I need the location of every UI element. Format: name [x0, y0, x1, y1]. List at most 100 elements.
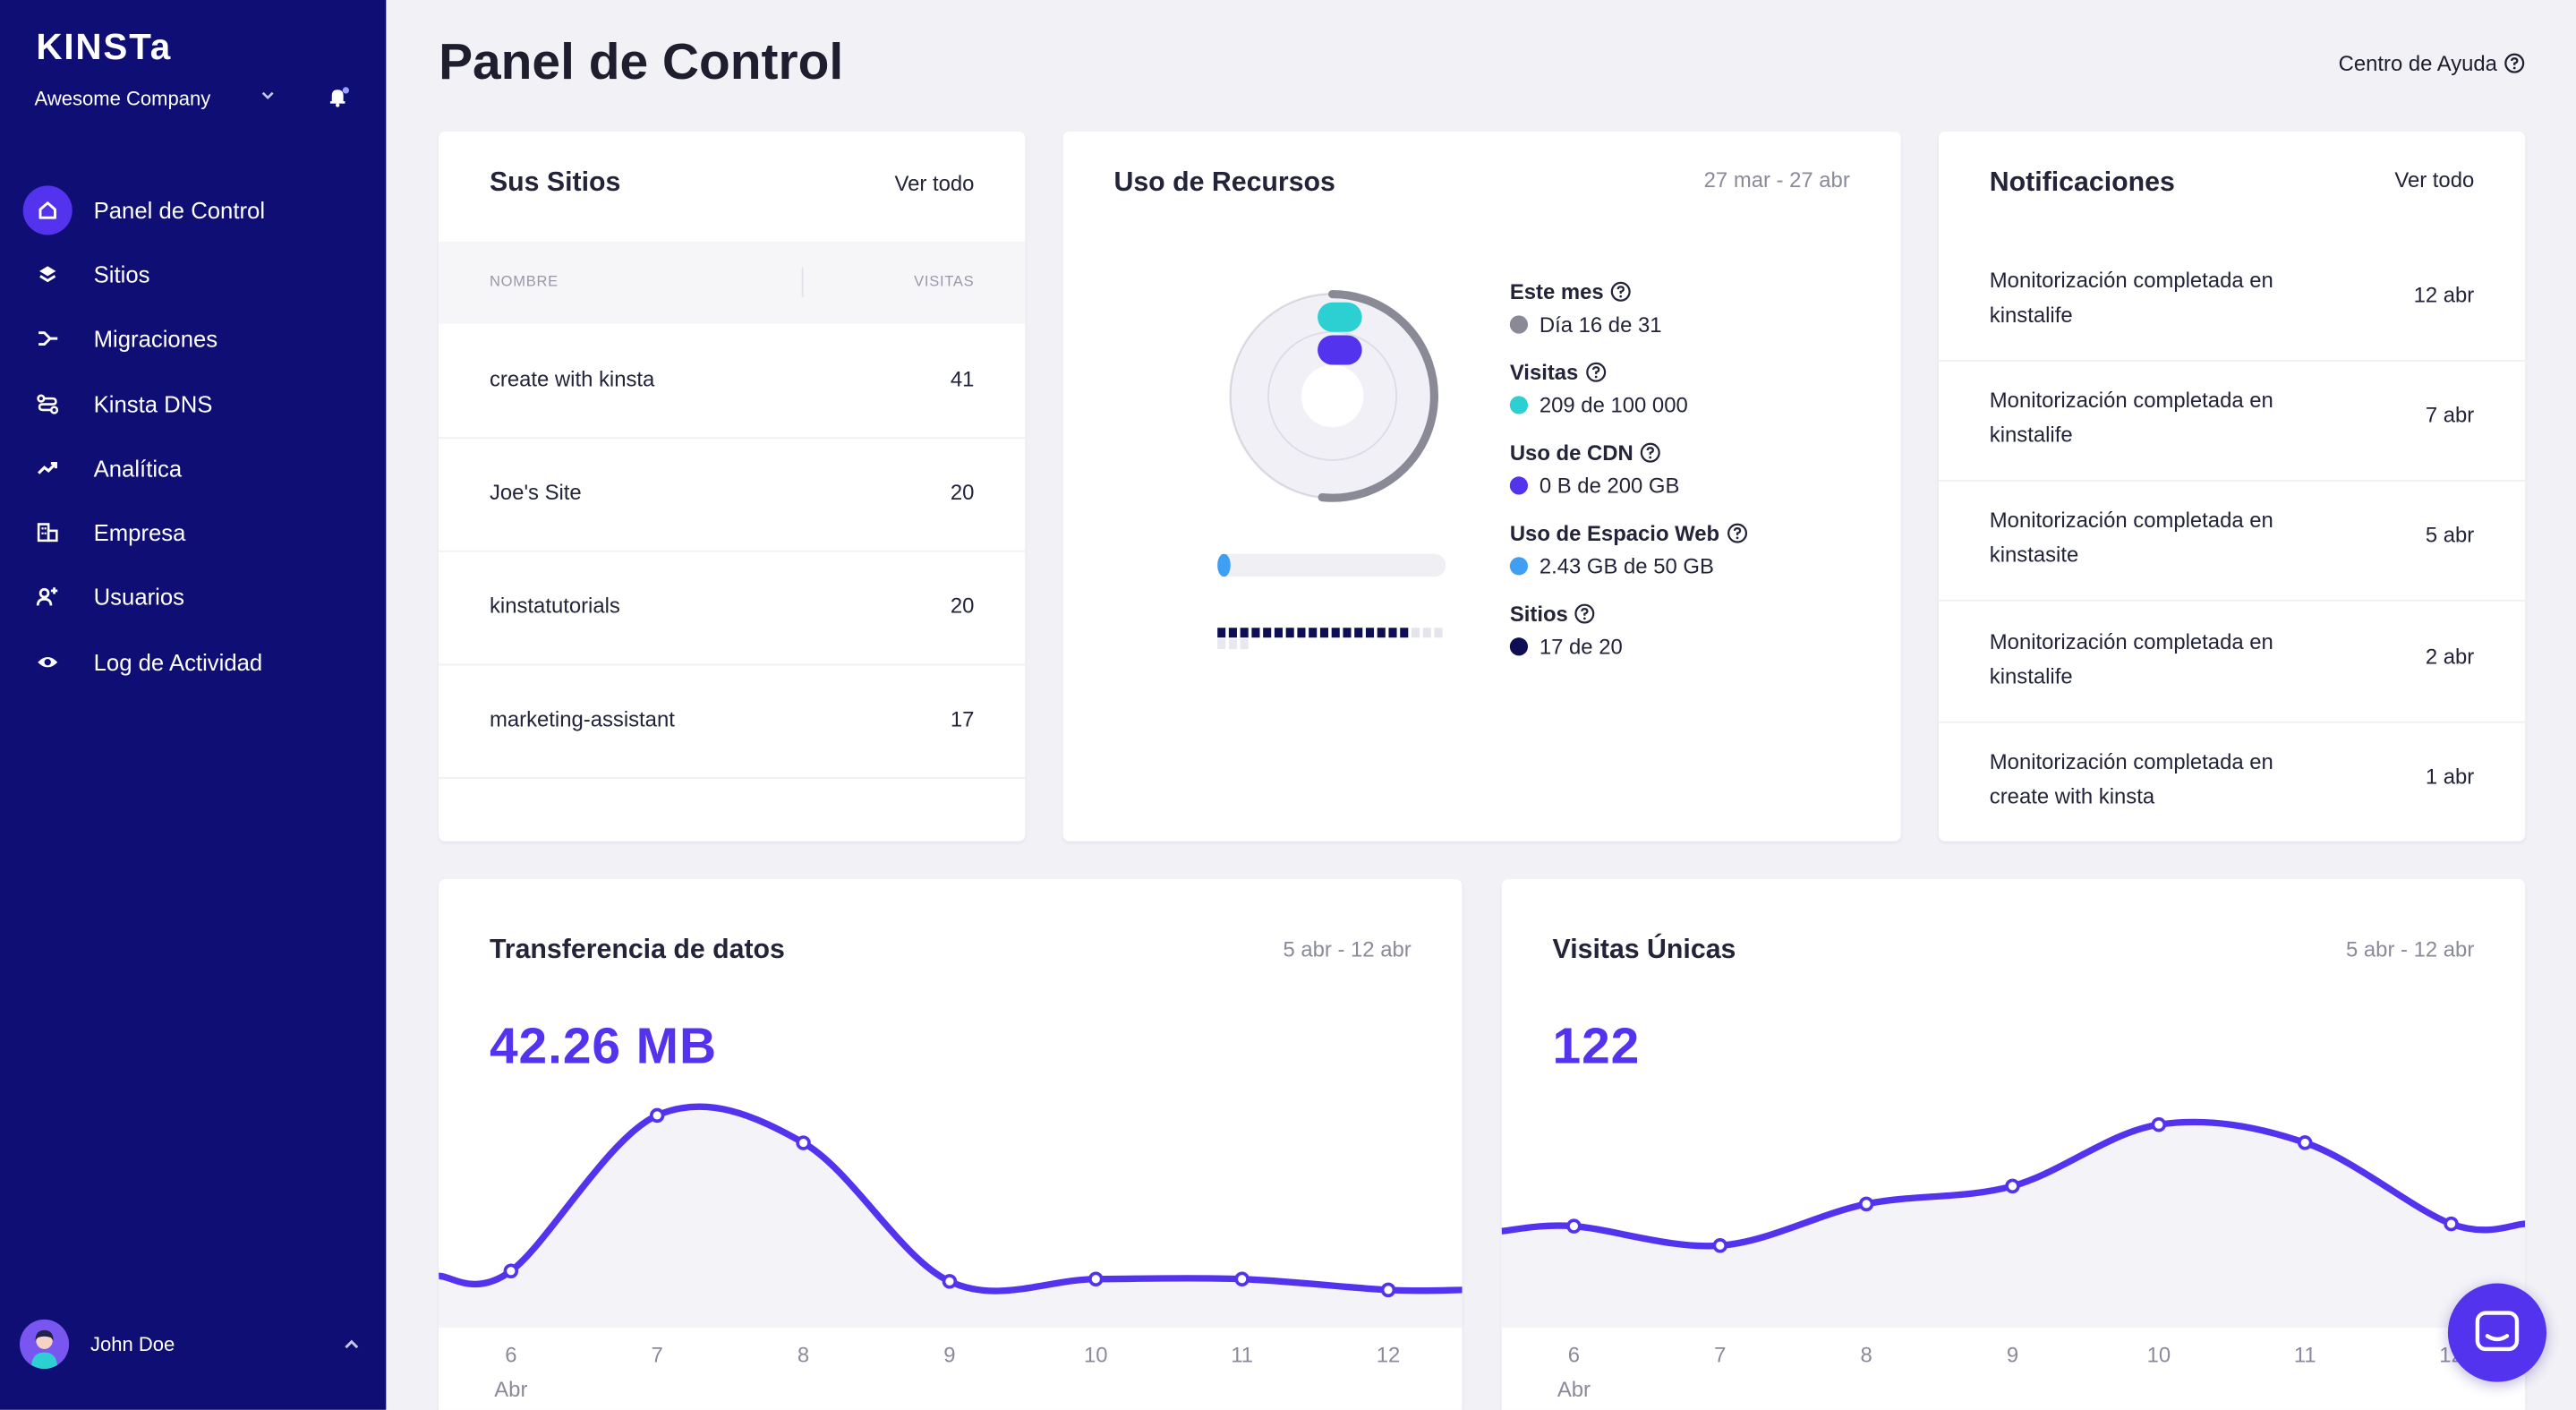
company-selector[interactable]: Awesome Company: [34, 87, 211, 110]
site-slot-free: [1434, 628, 1443, 638]
sidebar-item-label: Panel de Control: [93, 196, 266, 223]
site-slot-used: [1377, 628, 1386, 638]
notification-item[interactable]: Monitorización completada en kinstasite …: [1938, 480, 2526, 602]
site-slot-used: [1388, 628, 1397, 638]
site-slot-used: [1285, 628, 1294, 638]
chat-launcher-button[interactable]: [2447, 1283, 2547, 1382]
site-slot-used: [1365, 628, 1375, 638]
help-icon: [2504, 53, 2525, 73]
site-slot-used: [1297, 628, 1306, 638]
notifications-view-all-link[interactable]: Ver todo: [2394, 167, 2475, 192]
data-transfer-total: 42.26 MB: [489, 1017, 718, 1075]
bell-icon[interactable]: [327, 85, 350, 108]
stat-value: 0 B de 200 GB: [1539, 473, 1680, 499]
help-icon[interactable]: [1574, 603, 1596, 625]
sidebar-item-label: Analítica: [93, 455, 183, 482]
data-transfer-date-range: 5 abr - 12 abr: [1283, 936, 1412, 961]
stat-this-month: Este mes Día 16 de 31: [1509, 279, 1662, 337]
chart-data-point[interactable]: [503, 1263, 519, 1279]
page-title: Panel de Control: [439, 32, 844, 90]
help-icon[interactable]: [1585, 362, 1607, 383]
notification-item[interactable]: Monitorización completada en kinstalife …: [1938, 360, 2526, 482]
sites-view-all-link[interactable]: Ver todo: [894, 170, 975, 196]
sites-card: Sus Sitios Ver todo NOMBRE VISITAS creat…: [439, 131, 1026, 842]
notification-text: Monitorización completada en kinstalife: [1989, 628, 2273, 688]
data-transfer-card: Transferencia de datos 5 abr - 12 abr 42…: [439, 878, 1463, 1410]
sidebar-item-migraciones[interactable]: Migraciones: [0, 306, 386, 371]
user-name: John Doe: [90, 1332, 175, 1356]
add-user-icon: [23, 573, 73, 622]
help-icon[interactable]: [1726, 523, 1747, 544]
site-name[interactable]: create with kinsta: [489, 366, 655, 391]
chart-data-point[interactable]: [1712, 1238, 1728, 1253]
progress-fill: [1217, 553, 1231, 577]
notifications-title: Notificaciones: [1989, 167, 2175, 198]
sidebar-item-log-de-actividad[interactable]: Log de Actividad: [0, 629, 386, 694]
sidebar-item-analitica[interactable]: Analítica: [0, 436, 386, 500]
stat-value: 2.43 GB de 50 GB: [1539, 553, 1714, 579]
trend-icon: [23, 443, 73, 492]
kinsta-logo[interactable]: KINSTa: [36, 26, 172, 69]
chart-data-point[interactable]: [1380, 1282, 1396, 1298]
user-menu[interactable]: John Doe: [20, 1319, 364, 1369]
chart-data-point[interactable]: [2297, 1135, 2313, 1150]
chart-data-point[interactable]: [2151, 1116, 2167, 1132]
site-slot-free: [1422, 628, 1431, 638]
chart-data-point[interactable]: [942, 1274, 958, 1289]
chart-data-point[interactable]: [1234, 1271, 1250, 1287]
table-row[interactable]: create with kinsta 41: [439, 324, 1026, 440]
sidebar-item-panel-de-control[interactable]: Panel de Control: [0, 177, 386, 242]
site-visits: 17: [950, 706, 975, 731]
sidebar-item-label: Usuarios: [93, 584, 185, 611]
x-axis-tick-label: 7: [1714, 1342, 1727, 1368]
table-row[interactable]: kinstatutorials 20: [439, 551, 1026, 666]
notifications-card: Notificaciones Ver todo Monitorización c…: [1938, 131, 2526, 842]
chart-data-point[interactable]: [2444, 1216, 2459, 1232]
help-center-link[interactable]: Centro de Ayuda: [2339, 51, 2526, 75]
sidebar-item-kinsta-dns[interactable]: Kinsta DNS: [0, 372, 386, 436]
help-icon[interactable]: [1640, 442, 1661, 464]
sidebar-nav: Panel de Control Sitios Migraciones Kins…: [0, 177, 386, 694]
notification-item[interactable]: Monitorización completada en kinstalife …: [1938, 602, 2526, 723]
unique-visits-card: Visitas Únicas 5 abr - 12 abr 122 6 7 8 9 10…: [1501, 878, 2526, 1410]
site-slot-used: [1309, 628, 1318, 638]
chart-data-point[interactable]: [1088, 1271, 1104, 1287]
stat-label: Uso de CDN: [1509, 440, 1633, 466]
site-name[interactable]: marketing-assistant: [489, 706, 675, 731]
site-name[interactable]: kinstatutorials: [489, 593, 620, 619]
sidebar-item-label: Migraciones: [93, 325, 218, 353]
chevron-down-icon[interactable]: [260, 87, 276, 108]
x-axis-tick-label: 9: [943, 1342, 956, 1368]
site-slot-row2: [1228, 639, 1237, 650]
chart-data-point[interactable]: [1566, 1218, 1582, 1234]
site-slot-used: [1400, 628, 1409, 638]
column-header-name[interactable]: NOMBRE: [489, 272, 559, 290]
x-axis-tick-label: 8: [1860, 1342, 1872, 1368]
cdn-ring-cap: [1318, 335, 1362, 365]
site-slot-used: [1331, 628, 1340, 638]
chevron-up-icon[interactable]: [342, 1333, 362, 1363]
stat-label: Uso de Espacio Web: [1509, 520, 1720, 546]
chart-data-point[interactable]: [649, 1107, 665, 1124]
table-row[interactable]: marketing-assistant 17: [439, 664, 1026, 780]
column-header-visits[interactable]: VISITAS: [914, 272, 975, 290]
building-icon: [23, 508, 73, 557]
chart-series-line: [439, 1103, 1463, 1295]
chart-area-fill: [439, 1107, 1463, 1329]
notification-item[interactable]: Monitorización completada en kinstalife …: [1938, 240, 2526, 362]
sidebar-item-empresa[interactable]: Empresa: [0, 500, 386, 565]
donut-center: [1301, 364, 1364, 428]
x-axis-tick-label: 11: [1231, 1342, 1254, 1368]
notification-item[interactable]: Monitorización completada en create with…: [1939, 722, 2525, 842]
sidebar-item-usuarios[interactable]: Usuarios: [0, 565, 386, 629]
site-name[interactable]: Joe's Site: [489, 479, 582, 505]
chart-data-point[interactable]: [1858, 1196, 1874, 1212]
unique-visits-chart: [1501, 1116, 2526, 1329]
help-icon[interactable]: [1610, 281, 1632, 303]
chart-data-point[interactable]: [2005, 1178, 2020, 1194]
table-row[interactable]: Joe's Site 20: [439, 437, 1026, 552]
legend-dot: [1509, 557, 1529, 576]
chart-data-point[interactable]: [796, 1135, 811, 1150]
stat-label: Visitas: [1509, 359, 1579, 385]
sidebar-item-sitios[interactable]: Sitios: [0, 242, 386, 306]
